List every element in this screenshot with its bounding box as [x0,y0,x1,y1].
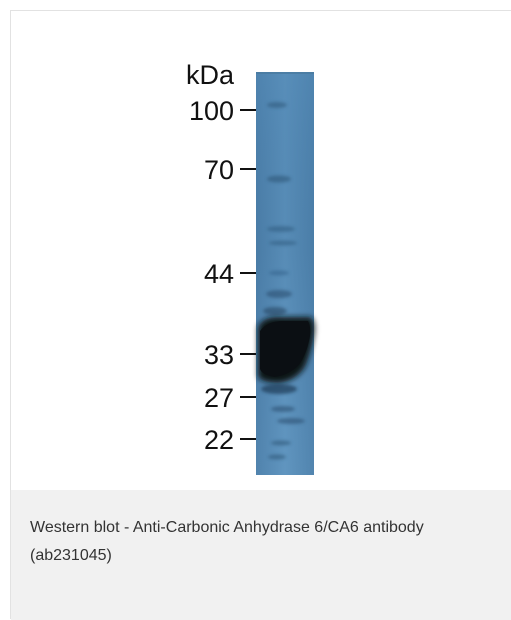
marker-label: 44 [204,259,234,289]
blot-lane [256,72,315,475]
marker-label: 33 [204,340,234,370]
caption-text: Western blot - Anti-Carbonic Anhydrase 6… [30,519,424,564]
image-card: kDa 100 70 44 33 27 [10,10,511,620]
marker-label: 27 [204,383,234,413]
marker-label: 100 [189,96,234,126]
figure-area: kDa 100 70 44 33 27 [11,11,511,490]
western-blot-image: kDa 100 70 44 33 27 [186,60,315,475]
unit-label: kDa [186,60,235,90]
marker-70: 70 [204,155,256,185]
image-caption: Western blot - Anti-Carbonic Anhydrase 6… [11,490,511,620]
marker-44: 44 [204,259,256,289]
marker-22: 22 [204,425,256,455]
main-band [258,316,315,394]
marker-27: 27 [204,383,256,413]
marker-33: 33 [204,340,256,370]
marker-100: 100 [189,96,256,126]
marker-label: 22 [204,425,234,455]
marker-ladder: kDa 100 70 44 33 27 [186,60,256,455]
marker-label: 70 [204,155,234,185]
